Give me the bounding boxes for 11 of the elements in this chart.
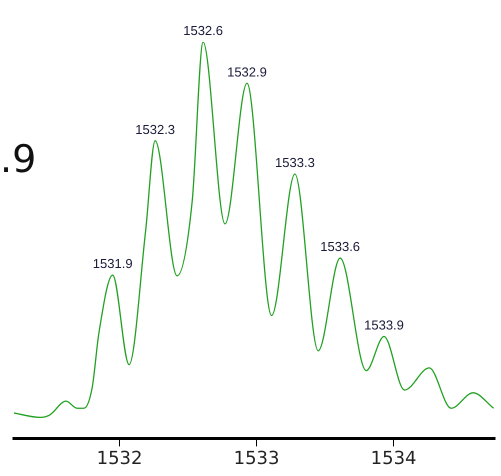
x-tick-label: 1533 xyxy=(234,448,280,469)
x-tick-label: 1532 xyxy=(96,448,142,469)
annotation: 1532.6 xyxy=(183,23,223,38)
annotation: 1532.3 xyxy=(135,122,176,137)
annotation: 1531.9 xyxy=(92,256,133,272)
annotation: 1533.9 xyxy=(364,318,404,333)
annotation: 1533.6 xyxy=(320,239,360,254)
annotation: 1533.3 xyxy=(275,155,315,170)
annotation: .9 xyxy=(0,137,36,181)
annotation: 1532.9 xyxy=(227,64,267,80)
x-tick-label: 1534 xyxy=(370,448,416,469)
